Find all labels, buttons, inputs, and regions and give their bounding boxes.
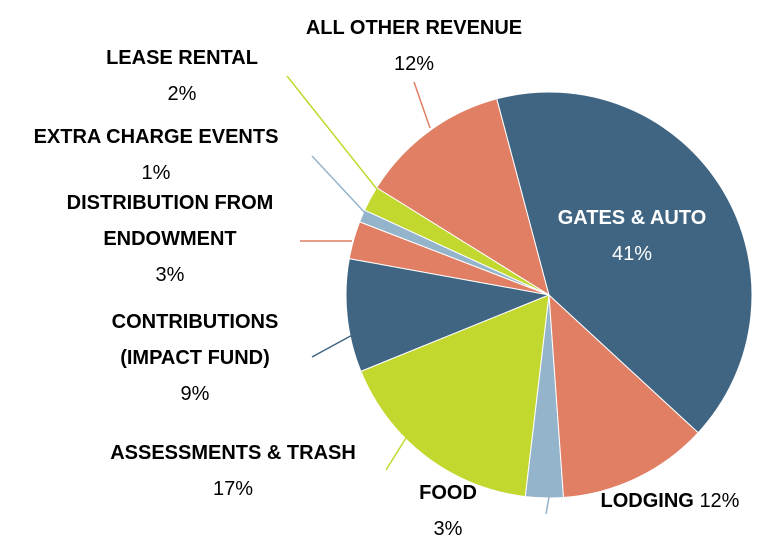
slice-label: ALL OTHER REVENUE 12% <box>264 10 564 82</box>
leader-line <box>413 81 431 129</box>
pie-slice <box>375 98 550 297</box>
value-label: 17% <box>212 478 254 500</box>
slice-label: LEASE RENTAL 2% <box>82 40 282 112</box>
slice-label: ASSESSMENTS & TRASH 17% <box>68 435 398 507</box>
slice-label: CONTRIBUTIONS (IMPACT FUND) 9% <box>80 304 310 412</box>
category-label: CONTRIBUTIONS (IMPACT FUND) <box>111 311 279 369</box>
pie-slice <box>548 293 699 499</box>
leader-lines <box>286 75 550 515</box>
value-label: 12% <box>699 490 740 512</box>
category-label: LODGING <box>600 490 694 512</box>
leader-line <box>311 155 367 215</box>
pie-slice <box>360 294 550 498</box>
leader-line <box>545 496 550 515</box>
slice-label: LODGING 12% <box>570 483 757 519</box>
category-label: EXTRA CHARGE EVENTS <box>33 126 279 148</box>
value-label: 1% <box>141 162 171 184</box>
category-label: ASSESSMENTS & TRASH <box>110 442 356 464</box>
slice-label: DISTRIBUTION FROM ENDOWMENT 3% <box>30 185 310 293</box>
category-label: GATES & AUTO <box>557 207 707 229</box>
value-label: 12% <box>393 53 435 75</box>
value-label: 41% <box>611 243 653 265</box>
leader-line <box>286 75 381 194</box>
category-label: ALL OTHER REVENUE <box>305 17 523 39</box>
category-label: LEASE RENTAL <box>106 47 258 69</box>
category-label: FOOD <box>419 482 477 504</box>
slice-label: FOOD 3% <box>388 475 508 538</box>
category-label: DISTRIBUTION FROM ENDOWMENT <box>66 192 274 250</box>
leader-line <box>311 332 357 358</box>
value-label: 2% <box>167 83 197 105</box>
value-label: 9% <box>180 383 210 405</box>
leader-line <box>385 437 407 471</box>
slice-label: GATES & AUTO 41% <box>522 200 742 272</box>
value-label: 3% <box>155 264 185 286</box>
pie-slice <box>345 258 551 373</box>
slice-label: EXTRA CHARGE EVENTS 1% <box>1 119 311 191</box>
pie-slice <box>496 91 753 434</box>
value-label: 3% <box>433 518 463 538</box>
